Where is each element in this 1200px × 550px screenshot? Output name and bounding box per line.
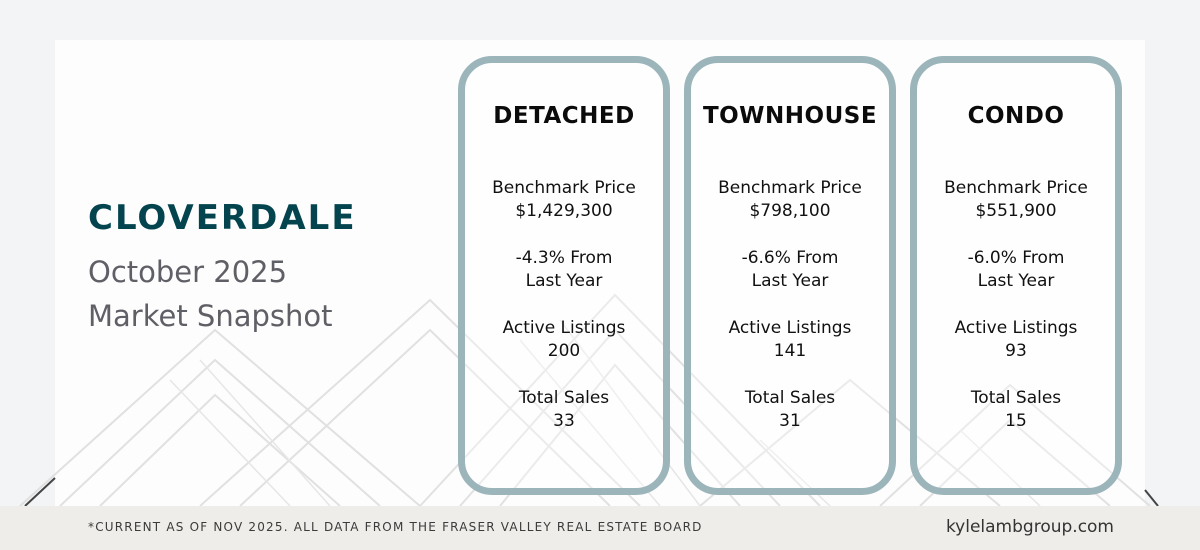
- listings-value: 141: [773, 341, 807, 361]
- total-sales: Total Sales 15: [917, 387, 1115, 433]
- benchmark-price: Benchmark Price $1,429,300: [465, 177, 663, 223]
- listings-value: 93: [1005, 341, 1027, 361]
- card-condo: CONDO Benchmark Price $551,900 -6.0% Fro…: [910, 56, 1122, 495]
- yoy-change: -6.6% From Last Year: [691, 247, 889, 293]
- website-link[interactable]: kylelambgroup.com: [945, 517, 1114, 537]
- change-value: -6.0% From: [967, 248, 1065, 268]
- benchmark-label: Benchmark Price: [492, 178, 636, 198]
- sales-value: 15: [1005, 411, 1027, 431]
- card-title: TOWNHOUSE: [702, 103, 878, 129]
- region-title: CLOVERDALE: [88, 198, 357, 238]
- change-value: -6.6% From: [741, 248, 839, 268]
- listings-value: 200: [547, 341, 581, 361]
- yoy-change: -4.3% From Last Year: [465, 247, 663, 293]
- benchmark-value: $1,429,300: [515, 201, 613, 221]
- data-source-footnote: *CURRENT AS OF NOV 2025. ALL DATA FROM T…: [88, 520, 703, 534]
- active-listings: Active Listings 93: [917, 317, 1115, 363]
- active-listings: Active Listings 141: [691, 317, 889, 363]
- change-label: Last Year: [751, 271, 829, 291]
- total-sales: Total Sales 33: [465, 387, 663, 433]
- footer-bar: *CURRENT AS OF NOV 2025. ALL DATA FROM T…: [0, 506, 1200, 550]
- snapshot-subtitle: October 2025 Market Snapshot: [88, 250, 357, 338]
- total-sales: Total Sales 31: [691, 387, 889, 433]
- benchmark-price: Benchmark Price $798,100: [691, 177, 889, 223]
- change-label: Last Year: [525, 271, 603, 291]
- active-listings: Active Listings 200: [465, 317, 663, 363]
- card-detached: DETACHED Benchmark Price $1,429,300 -4.3…: [458, 56, 670, 495]
- card-townhouse: TOWNHOUSE Benchmark Price $798,100 -6.6%…: [684, 56, 896, 495]
- region-heading-block: CLOVERDALE October 2025 Market Snapshot: [88, 198, 357, 338]
- card-title: CONDO: [967, 103, 1065, 129]
- benchmark-price: Benchmark Price $551,900: [917, 177, 1115, 223]
- listings-label: Active Listings: [728, 318, 852, 338]
- sales-label: Total Sales: [744, 388, 836, 408]
- listings-label: Active Listings: [954, 318, 1078, 338]
- sales-value: 33: [553, 411, 575, 431]
- benchmark-label: Benchmark Price: [718, 178, 862, 198]
- sales-label: Total Sales: [518, 388, 610, 408]
- change-label: Last Year: [977, 271, 1055, 291]
- sales-value: 31: [779, 411, 801, 431]
- subtitle-month: October 2025: [88, 255, 288, 289]
- benchmark-value: $551,900: [975, 201, 1057, 221]
- sales-label: Total Sales: [970, 388, 1062, 408]
- listings-label: Active Listings: [502, 318, 626, 338]
- subtitle-label: Market Snapshot: [88, 299, 333, 333]
- yoy-change: -6.0% From Last Year: [917, 247, 1115, 293]
- benchmark-value: $798,100: [749, 201, 831, 221]
- benchmark-label: Benchmark Price: [944, 178, 1088, 198]
- card-title: DETACHED: [493, 103, 635, 129]
- change-value: -4.3% From: [515, 248, 613, 268]
